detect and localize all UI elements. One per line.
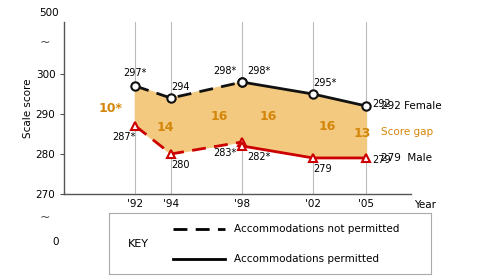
Text: 279  Male: 279 Male [381, 153, 432, 163]
Text: Year: Year [414, 200, 437, 210]
Text: 295*: 295* [313, 78, 337, 88]
Text: Accommodations not permitted: Accommodations not permitted [235, 224, 400, 234]
Y-axis label: Scale score: Scale score [23, 78, 33, 138]
Text: 13: 13 [354, 127, 371, 140]
Text: 298*: 298* [213, 66, 237, 76]
Text: 16: 16 [260, 109, 277, 122]
Text: 287*: 287* [112, 132, 136, 142]
Text: 292 Female: 292 Female [381, 101, 441, 111]
Text: Score gap: Score gap [381, 127, 433, 137]
Text: KEY: KEY [128, 239, 149, 249]
Text: 10*: 10* [99, 102, 123, 114]
Text: 294: 294 [171, 82, 190, 92]
Text: 298*: 298* [248, 66, 271, 76]
Text: 0: 0 [52, 237, 59, 247]
Text: 283*: 283* [213, 148, 237, 158]
Polygon shape [136, 82, 366, 158]
Text: Accommodations permitted: Accommodations permitted [235, 254, 379, 264]
Text: 279: 279 [313, 164, 332, 174]
Text: 297*: 297* [124, 68, 147, 78]
Text: 16: 16 [318, 119, 336, 132]
Text: 280: 280 [171, 160, 190, 170]
Text: 14: 14 [157, 122, 174, 135]
Text: 279: 279 [372, 155, 391, 165]
Text: ~: ~ [40, 211, 50, 224]
Text: 16: 16 [210, 109, 228, 122]
Text: ~: ~ [40, 36, 50, 49]
Text: 292: 292 [372, 99, 391, 109]
Text: 500: 500 [40, 8, 59, 18]
Text: 282*: 282* [248, 152, 271, 162]
